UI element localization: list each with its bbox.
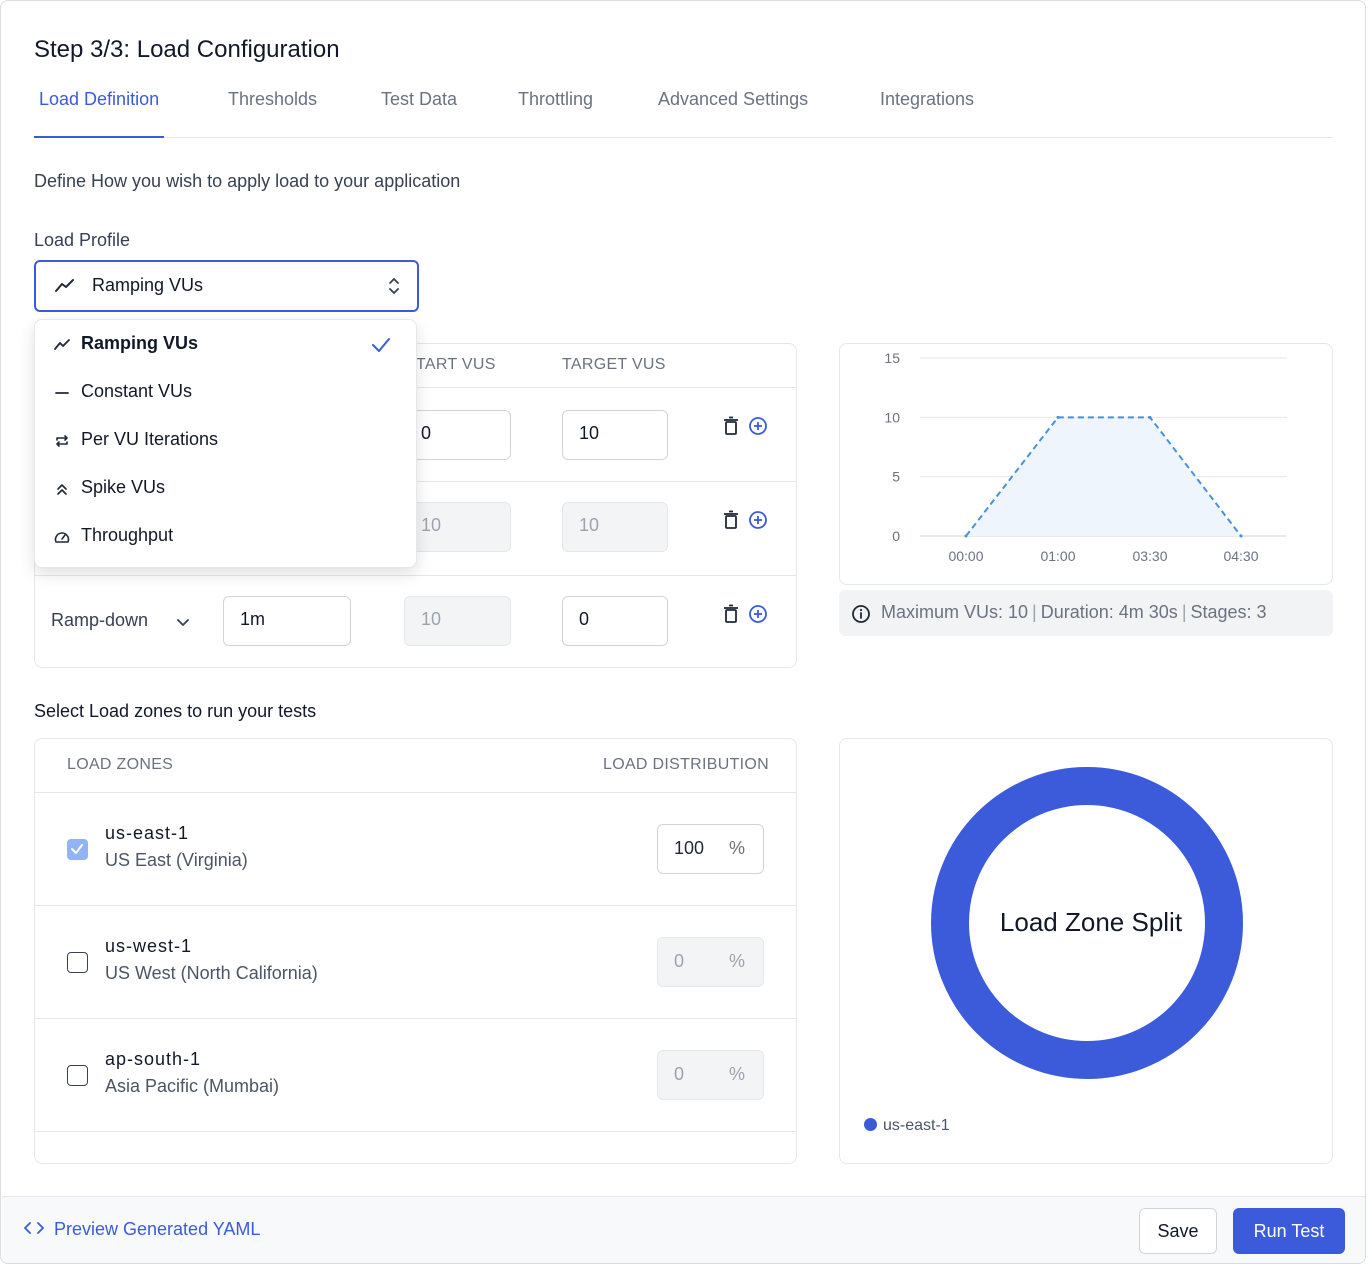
- donut-title: Load Zone Split: [1000, 907, 1183, 937]
- stage-row: Ramp-down 1m 10 0: [35, 576, 796, 670]
- double-chevron-up-icon: [53, 481, 71, 502]
- preview-yaml-link[interactable]: Preview Generated YAML: [24, 1219, 260, 1240]
- menu-item-throughput[interactable]: Throughput: [35, 513, 416, 561]
- donut-legend: us-east-1: [864, 1117, 950, 1135]
- area-fill: [966, 417, 1241, 536]
- load-zones-table: LOAD ZONES LOAD DISTRIBUTION us-east-1 U…: [34, 738, 797, 1164]
- y-tick-label: 15: [884, 350, 900, 366]
- load-profile-select[interactable]: Ramping VUs: [34, 260, 419, 312]
- tab-throttling[interactable]: Throttling: [518, 89, 594, 109]
- add-stage-icon[interactable]: [748, 416, 768, 441]
- info-icon: [851, 604, 871, 629]
- zone-name: Asia Pacific (Mumbai): [105, 1076, 280, 1096]
- target-vus-input[interactable]: 10: [562, 410, 668, 460]
- col-load-distribution: LOAD DISTRIBUTION: [603, 756, 770, 773]
- zone-code: us-west-1: [105, 936, 193, 956]
- stages-count-text: Stages: 3: [1190, 602, 1267, 622]
- x-tick-label: 00:00: [948, 548, 983, 564]
- duration-text: Duration: 4m 30s: [1040, 602, 1178, 622]
- vu-ramp-chart: 0 5 10 15 00:00 01:00 03:30 04:30: [839, 343, 1333, 585]
- load-summary-bar: Maximum VUs: 10 | Duration: 4m 30s | Stages:…: [839, 590, 1333, 636]
- check-icon: [370, 335, 392, 360]
- donut-slice-us-east-1: [931, 767, 1243, 1079]
- legend-label: us-east-1: [883, 1117, 950, 1134]
- zone-checkbox[interactable]: [67, 1065, 88, 1086]
- tab-advanced-settings[interactable]: Advanced Settings: [658, 89, 809, 109]
- tab-integrations[interactable]: Integrations: [880, 89, 975, 109]
- zone-name: US West (North California): [105, 963, 318, 983]
- ramp-icon: [53, 337, 71, 358]
- gauge-icon: [53, 529, 71, 550]
- col-load-zones: LOAD ZONES: [67, 756, 174, 773]
- zone-row: us-west-1 US West (North California) 0 %: [35, 906, 796, 1019]
- zone-checkbox[interactable]: [67, 839, 88, 860]
- zone-row: us-east-1 US East (Virginia) 100 %: [35, 793, 796, 906]
- stage-type-value: Ramp-down: [51, 610, 149, 630]
- zones-header: LOAD ZONES LOAD DISTRIBUTION: [35, 739, 796, 793]
- series-line: [965, 416, 1242, 537]
- y-tick-label: 10: [884, 409, 900, 425]
- stage-type-select[interactable]: Ramp-down: [51, 610, 189, 631]
- zone-code: ap-south-1: [105, 1049, 202, 1069]
- zone-code: us-east-1: [105, 823, 190, 843]
- add-stage-icon[interactable]: [748, 510, 768, 535]
- add-stage-icon[interactable]: [748, 604, 768, 629]
- zone-row: ap-south-1 Asia Pacific (Mumbai) 0 %: [35, 1019, 796, 1132]
- ramp-icon: [54, 276, 76, 301]
- target-vus-input[interactable]: 10: [562, 502, 668, 552]
- zone-name: US East (Virginia): [105, 850, 248, 870]
- stage-row: 10 10: [35, 482, 796, 576]
- menu-item-constant-vus[interactable]: Constant VUs: [35, 369, 416, 417]
- tab-test-data[interactable]: Test Data: [381, 89, 458, 109]
- y-tick-label: 5: [892, 469, 900, 485]
- chevron-down-icon: [176, 613, 190, 634]
- load-zones-label: Select Load zones to run your tests: [34, 701, 317, 721]
- duration-input[interactable]: 1m: [223, 596, 351, 646]
- y-tick-label: 0: [892, 528, 900, 544]
- max-vus-text: Maximum VUs: 10: [881, 602, 1029, 622]
- start-vus-input: 10: [404, 502, 511, 552]
- data-point: [1239, 534, 1243, 538]
- save-button[interactable]: Save: [1139, 1208, 1217, 1254]
- legend-swatch: [864, 1118, 877, 1131]
- page-title: Step 3/3: Load Configuration: [34, 36, 340, 63]
- repeat-icon: [53, 433, 71, 454]
- menu-item-per-vu-iterations[interactable]: Per VU Iterations: [35, 417, 416, 465]
- load-profile-value: Ramping VUs: [92, 275, 204, 295]
- col-start-vus: START VUS: [405, 356, 496, 373]
- target-vus-input[interactable]: 0: [562, 596, 668, 646]
- tab-thresholds[interactable]: Thresholds: [228, 89, 318, 109]
- dash-icon: [53, 385, 71, 406]
- run-test-button[interactable]: Run Test: [1233, 1208, 1345, 1254]
- distribution-input: 0 %: [657, 1050, 764, 1100]
- check-icon: [71, 844, 83, 854]
- code-icon: [24, 1219, 44, 1240]
- menu-item-spike-vus[interactable]: Spike VUs: [35, 465, 416, 513]
- start-vus-input: 10: [404, 596, 511, 646]
- trash-icon[interactable]: [723, 510, 739, 535]
- col-target-vus: TARGET VUS: [562, 356, 666, 373]
- trash-icon[interactable]: [723, 604, 739, 629]
- data-point: [964, 534, 968, 538]
- x-tick-label: 04:30: [1223, 548, 1258, 564]
- start-vus-input[interactable]: 0: [404, 410, 511, 460]
- distribution-input: 0 %: [657, 937, 764, 987]
- data-point: [1056, 415, 1060, 419]
- load-profile-label: Load Profile: [34, 230, 131, 250]
- tab-bar: Load Definition Thresholds Test Data Thr…: [34, 83, 1333, 138]
- footer-bar: Preview Generated YAML Save Run Test: [2, 1196, 1365, 1263]
- chevron-up-down-icon: [387, 274, 401, 303]
- zone-checkbox[interactable]: [67, 952, 88, 973]
- distribution-input[interactable]: 100 %: [657, 824, 764, 874]
- load-profile-menu: Ramping VUs Constant VUs Per VU Iteratio…: [34, 319, 417, 568]
- section-description: Define How you wish to apply load to you…: [34, 171, 461, 191]
- x-tick-label: 01:00: [1040, 548, 1075, 564]
- tab-load-definition[interactable]: Load Definition: [34, 89, 165, 138]
- data-point: [1148, 415, 1152, 419]
- x-tick-label: 03:30: [1132, 548, 1167, 564]
- menu-item-ramping-vus[interactable]: Ramping VUs: [35, 321, 416, 369]
- trash-icon[interactable]: [723, 416, 739, 441]
- load-zone-split-chart: Load Zone Split us-east-1: [839, 738, 1333, 1164]
